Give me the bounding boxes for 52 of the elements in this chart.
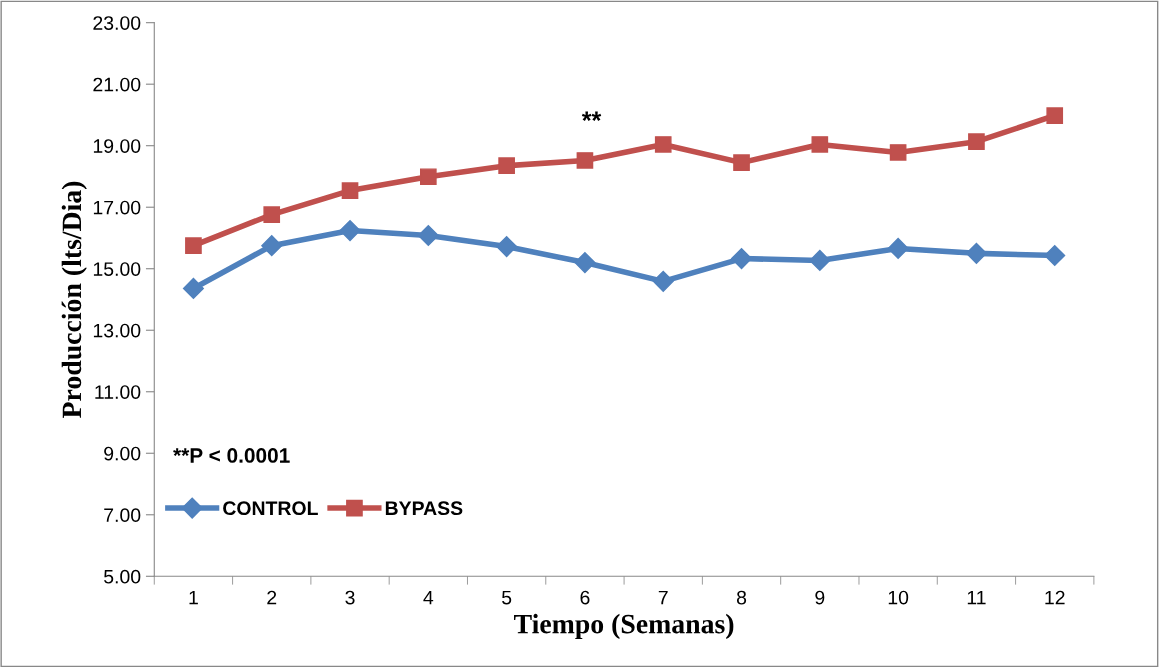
y-tick-label: 9.00 xyxy=(104,446,141,461)
point xyxy=(341,182,359,199)
point xyxy=(887,237,909,259)
x-tick-label: 5 xyxy=(502,590,512,605)
y-tick-label: 7.00 xyxy=(104,508,141,523)
y-tick-label: 5.00 xyxy=(104,569,141,584)
point xyxy=(339,220,361,242)
y-tick-label: 17.00 xyxy=(93,200,141,215)
point xyxy=(263,206,281,223)
x-tick-label: 3 xyxy=(345,590,355,605)
y-tick-label: 23.00 xyxy=(93,16,141,30)
point xyxy=(496,236,518,258)
point xyxy=(965,242,987,264)
x-tick-label: 11 xyxy=(967,590,986,605)
annotation: **P < 0.0001 xyxy=(173,448,290,463)
point xyxy=(1044,244,1066,267)
point xyxy=(731,248,753,270)
point xyxy=(574,252,596,274)
point xyxy=(968,133,985,151)
x-axis-title: Tiempo (Semanas) xyxy=(514,613,734,640)
annotation: ** xyxy=(581,111,602,121)
point xyxy=(654,136,672,153)
point xyxy=(498,157,515,175)
y-tick-label: 11.00 xyxy=(95,385,141,399)
x-tick-label: 1 xyxy=(189,590,198,605)
point xyxy=(185,237,202,254)
y-tick-label: 21.00 xyxy=(93,77,141,92)
point xyxy=(417,224,439,247)
point xyxy=(576,152,594,169)
point xyxy=(1046,107,1064,124)
y-axis-title: Producción (lts/Dia) xyxy=(61,181,87,418)
x-tick-label: 10 xyxy=(888,590,909,605)
point xyxy=(809,249,831,271)
x-tick-label: 2 xyxy=(267,590,277,605)
y-tick-label: 13.00 xyxy=(93,323,141,338)
y-tick-label: 19.00 xyxy=(93,139,141,153)
x-tick-label: 8 xyxy=(736,590,747,605)
legend-label: BYPASS xyxy=(385,501,463,516)
x-tick-label: 7 xyxy=(658,590,668,605)
point xyxy=(652,270,674,292)
legend-label: CONTROL xyxy=(223,501,318,516)
point xyxy=(419,168,437,186)
x-tick-label: 6 xyxy=(580,590,590,605)
point xyxy=(733,154,750,171)
x-tick-label: 4 xyxy=(423,590,434,605)
x-tick-label: 12 xyxy=(1045,590,1065,605)
x-tick-label: 9 xyxy=(815,590,825,605)
point xyxy=(811,136,829,153)
point xyxy=(261,235,283,257)
point xyxy=(182,277,204,299)
y-tick-label: 15.00 xyxy=(93,262,141,276)
point xyxy=(889,144,907,161)
